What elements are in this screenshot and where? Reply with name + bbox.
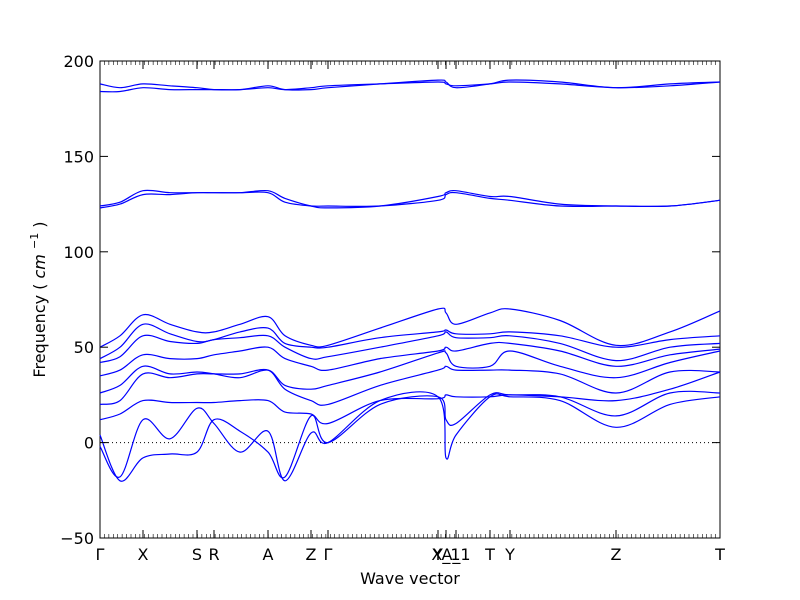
band-line-11 — [99, 189, 721, 209]
band-line-10 — [99, 189, 721, 208]
y-tick-label: 50 — [74, 338, 94, 357]
band-line-7 — [99, 331, 721, 364]
y-tick-label: 200 — [63, 52, 94, 71]
band-line-5 — [99, 350, 721, 394]
x-tick-label: Γ — [96, 545, 105, 564]
y-axis-label-text: Frequency — [30, 295, 49, 378]
y-tick-label: 0 — [84, 434, 94, 453]
y-tick-labels: −50 0 50 100 150 200 — [60, 52, 94, 548]
band-line-12 — [99, 81, 721, 93]
band-line-3 — [99, 371, 721, 425]
plot-frame — [99, 60, 721, 539]
x-tick-label: Y — [504, 545, 515, 564]
x-tick-label: T — [484, 545, 495, 564]
x-tick-label: T — [714, 545, 725, 564]
y-axis-label-open-paren: ( — [30, 284, 49, 290]
x-tick-label: X_1 — [431, 545, 460, 565]
band-line-4 — [99, 365, 721, 406]
series-group — [99, 79, 721, 482]
y-axis-label: Frequency ( cm −1 ) — [23, 221, 49, 377]
band-line-9 — [99, 307, 721, 348]
x-major-ticks — [99, 61, 721, 538]
x-tick-label: A_1 — [441, 545, 470, 565]
x-tick-label: Z — [306, 545, 317, 564]
y-tick-label: −50 — [60, 529, 94, 548]
x-tick-label: A — [263, 545, 274, 564]
x-tick-label: Γ — [324, 545, 333, 564]
x-tick-label: X — [138, 545, 149, 564]
x-tick-label: Y — [432, 545, 443, 564]
band-line-2 — [99, 390, 721, 482]
y-tick-label: 100 — [63, 243, 94, 262]
x-tick-labels: Γ X S R A Z Γ YX_1A_1 T Y Z T — [96, 545, 726, 565]
band-line-8 — [99, 323, 721, 360]
y-tick-label: 150 — [63, 147, 94, 166]
x-tick-label: Z — [611, 545, 622, 564]
x-tick-label: R — [208, 545, 219, 564]
x-axis-label: Wave vector — [360, 569, 460, 588]
band-line-6 — [99, 341, 721, 377]
y-axis-label-unit-exp: −1 — [28, 233, 41, 249]
plot-area — [99, 60, 721, 539]
y-axis-label-close-paren: ) — [30, 221, 49, 227]
x-minor-ticks — [99, 61, 721, 538]
band-line-13 — [99, 79, 721, 91]
y-ticks — [100, 60, 720, 539]
x-tick-label: S — [192, 545, 202, 564]
y-axis-label-unit-base: cm — [30, 254, 49, 278]
